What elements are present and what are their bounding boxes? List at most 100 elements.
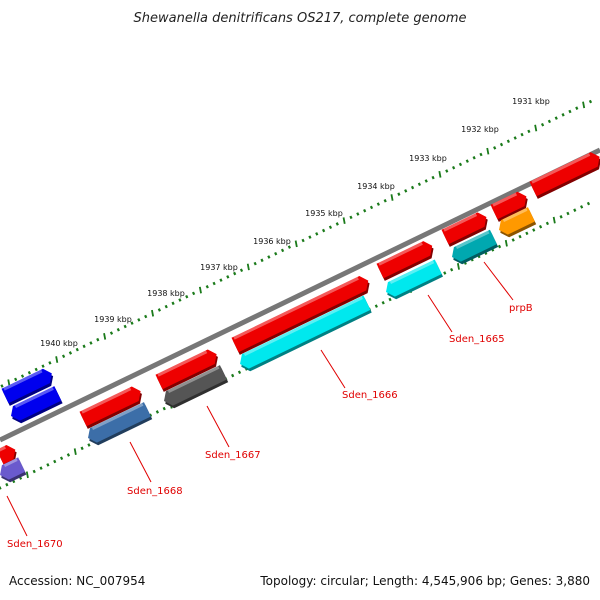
leader-line	[427, 294, 453, 333]
gene-features	[0, 150, 600, 485]
gene-arrow-body	[386, 259, 442, 297]
gene-arrow[interactable]	[231, 273, 374, 355]
scale-minor-tick	[506, 139, 510, 144]
scale-major-tick	[342, 217, 346, 225]
scale-minor-tick	[66, 453, 71, 457]
gene-arrow[interactable]	[8, 386, 63, 426]
gene-arrow-body	[529, 152, 600, 197]
scale-major-tick	[103, 333, 107, 340]
kbp-tick-label: 1932 kbp	[461, 125, 499, 134]
scale-minor-tick	[239, 268, 244, 273]
scale-minor-tick	[171, 301, 175, 306]
scale-minor-tick	[383, 199, 387, 203]
scale-major-tick	[7, 379, 11, 387]
gene-arrow-body	[499, 207, 535, 235]
gene-label-sden-1668[interactable]: Sden_1668	[127, 486, 183, 497]
leader-line	[206, 405, 230, 448]
scale-minor-tick	[580, 205, 584, 209]
gene-arrow[interactable]	[1, 366, 57, 406]
gene-arrow-body	[452, 229, 497, 262]
scale-minor-tick	[89, 341, 93, 345]
gene-label-sden-1670[interactable]: Sden_1670	[7, 539, 63, 550]
gene-arrow[interactable]	[441, 210, 492, 247]
gene-arrow[interactable]	[155, 347, 222, 392]
genome-backbone	[0, 147, 600, 443]
scale-major-tick	[390, 194, 394, 201]
leader-line	[320, 349, 346, 389]
scale-minor-tick	[205, 285, 209, 289]
scale-minor-tick	[458, 162, 463, 167]
gene-arrow-body	[79, 386, 141, 427]
scale-minor-tick	[573, 208, 577, 212]
scale-minor-tick	[388, 297, 392, 302]
scale-minor-tick	[68, 351, 73, 355]
gene-arrow[interactable]	[161, 365, 229, 411]
scale-minor-tick	[443, 271, 447, 275]
gene-arrow[interactable]	[376, 239, 437, 281]
scale-minor-tick	[588, 99, 593, 104]
gene-arrow[interactable]	[383, 259, 444, 302]
gene-arrow-body	[155, 349, 217, 390]
scale-minor-tick	[376, 202, 380, 206]
gene-arrow[interactable]	[85, 402, 153, 448]
scale-minor-tick	[130, 321, 134, 325]
gene-arrow[interactable]	[496, 207, 537, 240]
scale-minor-tick	[301, 238, 305, 243]
gene-arrow-highlight	[443, 213, 478, 232]
scale-minor-tick	[27, 371, 31, 375]
scale-minor-tick	[267, 255, 271, 259]
scale-major-tick	[504, 239, 508, 247]
gene-arrow-highlight	[81, 387, 132, 414]
gene-label-sden-1667[interactable]: Sden_1667	[205, 450, 261, 461]
gene-arrow-body	[11, 386, 62, 421]
scale-minor-tick	[493, 146, 497, 150]
gene-arrow[interactable]	[79, 384, 146, 429]
scale-minor-tick	[237, 370, 242, 375]
scale-minor-tick	[349, 215, 353, 220]
gene-arrow[interactable]	[490, 189, 532, 222]
map-title: Shewanella denitrificans OS217, complete…	[134, 11, 467, 26]
kbp-tick-label: 1937 kbp	[200, 263, 238, 272]
gene-arrow-highlight	[455, 230, 490, 250]
scale-minor-tick	[356, 212, 360, 216]
scale-minor-tick	[14, 377, 18, 382]
scale-minor-tick	[575, 106, 579, 110]
scale-major-tick	[198, 286, 202, 294]
scale-minor-tick	[381, 301, 385, 305]
gene-arrow-highlight	[3, 458, 18, 468]
gene-arrow-body	[231, 276, 369, 353]
leader-line	[129, 441, 152, 483]
scale-minor-tick	[164, 304, 168, 309]
kbp-tick-label: 1940 kbp	[40, 339, 78, 348]
gene-label-sden-1666[interactable]: Sden_1666	[342, 390, 398, 401]
scale-minor-tick	[87, 443, 91, 447]
gene-arrow-highlight	[389, 260, 435, 285]
scale-minor-tick	[452, 165, 456, 170]
scale-major-tick	[486, 147, 490, 155]
scale-minor-tick	[39, 466, 43, 470]
gene-arrow[interactable]	[449, 229, 499, 267]
gene-arrow[interactable]	[0, 457, 27, 485]
scale-minor-tick	[511, 238, 515, 242]
scale-minor-tick	[144, 314, 148, 319]
gene-label-sden-1665[interactable]: Sden_1665	[449, 334, 505, 345]
scale-minor-tick	[445, 169, 449, 173]
scale-minor-tick	[586, 201, 591, 206]
gene-arrow-highlight	[531, 153, 591, 184]
scale-minor-tick	[0, 384, 4, 388]
gene-arrow-body	[441, 212, 487, 245]
gene-arrow[interactable]	[529, 150, 600, 199]
gene-label-prpb[interactable]: prpB	[509, 303, 533, 314]
scale-minor-tick	[155, 410, 159, 414]
scale-minor-tick	[82, 344, 86, 349]
scale-minor-tick	[374, 304, 378, 308]
scale-minor-tick	[0, 486, 2, 490]
scale-minor-tick	[148, 413, 153, 418]
scale-minor-tick	[59, 456, 64, 460]
gene-arrow-highlight	[378, 242, 423, 266]
gene-arrow[interactable]	[237, 295, 372, 373]
topology-text: Topology: circular; Length: 4,545,906 bp…	[260, 574, 590, 588]
gene-arrow-body	[490, 191, 527, 220]
scale-major-tick	[438, 170, 442, 178]
